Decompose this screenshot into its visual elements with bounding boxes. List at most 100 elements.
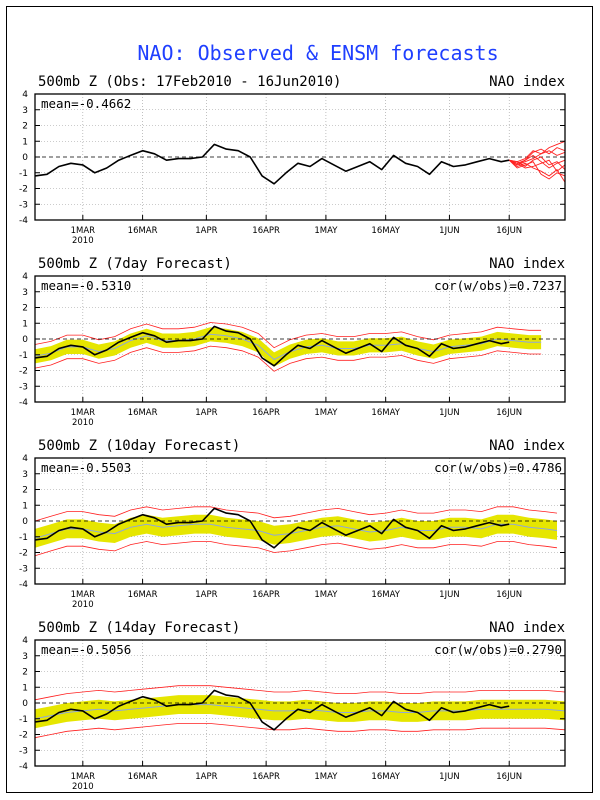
ytick-label: -3 [19,200,28,210]
xtick-year-label: 2010 [72,236,94,246]
xtick-label: 16JUN [496,772,522,782]
xtick-label: 16MAR [128,590,158,600]
ytick-label: -4 [19,762,28,772]
xtick-label: 16APR [252,226,280,236]
ytick-label: -4 [19,216,28,226]
ensemble-member-line [509,140,566,163]
xtick-label: 1MAY [314,408,338,418]
ytick-label: -4 [19,398,28,408]
xtick-label: 16MAR [128,408,158,418]
panel-observed: 500mb Z (Obs: 17Feb2010 - 16Jun2010) NAO … [19,74,566,246]
xtick-label: 1MAR [71,226,96,236]
mean-label: mean=-0.5503 [41,460,131,475]
correlation-label: cor(w/obs)=0.7237 [434,278,562,293]
xtick-label: 16JUN [496,408,522,418]
ytick-label: 3 [22,652,28,662]
observed-line [34,325,510,367]
ensemble-member-line [508,159,566,183]
xtick-year-label: 2010 [72,418,94,428]
envelope-upper-line [34,322,542,349]
ytick-label: 1 [22,501,28,511]
envelope-lower-line [34,541,558,557]
ytick-label: 1 [22,319,28,329]
xtick-label: 1APR [195,408,217,418]
ytick-label: 2 [22,668,28,678]
xtick-label: 16JUN [496,590,522,600]
ytick-label: 0 [22,517,28,527]
mean-label: mean=-0.5310 [41,278,131,293]
mean-label: mean=-0.5056 [41,642,131,657]
ytick-label: -2 [19,185,28,195]
panel-title: 500mb Z (Obs: 17Feb2010 - 16Jun2010) [38,74,341,90]
xtick-label: 1JUN [439,226,460,236]
spread-band [35,695,565,729]
observed-line [34,689,510,731]
ytick-label: -4 [19,580,28,590]
panel-title: 500mb Z (14day Forecast) [38,620,240,636]
xtick-label: 16MAY [371,772,400,782]
xtick-year-label: 2010 [72,782,94,792]
xtick-label: 16APR [252,772,280,782]
xtick-label: 16JUN [496,226,522,236]
panel-7day-forecast: 500mb Z (7day Forecast) NAO index -4 -3 -2 -1… [19,256,566,428]
xtick-label: 1MAR [71,590,96,600]
ytick-label: -1 [19,169,28,179]
panel-right-title: NAO index [489,438,565,454]
ytick-label: -2 [19,731,28,741]
figure-border [6,6,593,793]
ytick-label: 2 [22,486,28,496]
correlation-label: cor(w/obs)=0.2790 [434,642,562,657]
xtick-label: 1APR [195,590,217,600]
forecast-mean-line [34,523,558,539]
xtick-label: 1APR [195,226,217,236]
ytick-label: 0 [22,153,28,163]
observed-line [34,143,510,185]
xtick-label: 16MAY [371,408,400,418]
ytick-label: -3 [19,382,28,392]
ensemble-member-line [508,159,566,180]
panel-14day-forecast: 500mb Z (14day Forecast) NAO index -4 -3 -2 -… [19,620,566,792]
ytick-label: 3 [22,470,28,480]
ytick-label: 3 [22,106,28,116]
ytick-label: 2 [22,304,28,314]
ytick-label: 3 [22,288,28,298]
envelope-lower-line [34,723,566,739]
xtick-label: 1MAR [71,772,96,782]
xtick-label: 1JUN [439,408,460,418]
xtick-year-label: 2010 [72,600,94,610]
xtick-label: 1MAY [314,772,338,782]
ytick-label: -3 [19,746,28,756]
xtick-label: 16MAR [128,772,158,782]
panel-right-title: NAO index [489,256,565,272]
xtick-label: 1JUN [439,590,460,600]
envelope-upper-line [34,685,566,701]
ytick-label: 0 [22,335,28,345]
xtick-label: 1JUN [439,772,460,782]
xtick-label: 16APR [252,590,280,600]
xtick-label: 1MAY [314,226,338,236]
panel-title: 500mb Z (7day Forecast) [38,256,232,272]
ytick-label: 1 [22,683,28,693]
xtick-label: 16MAY [371,590,400,600]
ytick-label: 4 [22,454,28,464]
ensemble-member-line [508,154,566,169]
correlation-label: cor(w/obs)=0.4786 [434,460,562,475]
ytick-label: -1 [19,351,28,361]
xtick-label: 1MAR [71,408,96,418]
xtick-label: 16MAR [128,226,158,236]
envelope-lower-line [34,345,542,372]
ytick-label: 4 [22,90,28,100]
panel-right-title: NAO index [489,620,565,636]
xtick-label: 16APR [252,408,280,418]
ytick-label: 1 [22,137,28,147]
ytick-label: -1 [19,715,28,725]
mean-label: mean=-0.4662 [41,96,131,111]
panel-10day-forecast: 500mb Z (10day Forecast) NAO index -4 -3 -2 -… [19,438,566,610]
figure-title: NAO: Observed & ENSM forecasts [137,41,498,65]
panel-right-title: NAO index [489,74,565,90]
ytick-label: -2 [19,367,28,377]
xtick-label: 16MAY [371,226,400,236]
ytick-label: 0 [22,699,28,709]
xtick-label: 1APR [195,772,217,782]
